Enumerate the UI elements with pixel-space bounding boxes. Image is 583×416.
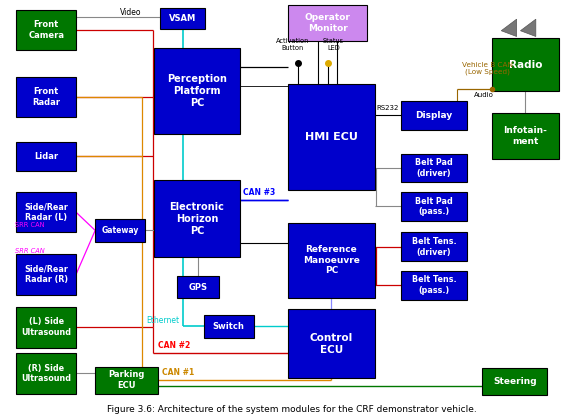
Bar [16, 192, 76, 232]
Text: Belt Pad
(pass.): Belt Pad (pass.) [415, 196, 453, 216]
Text: SRR CAN: SRR CAN [15, 222, 44, 228]
Text: Switch: Switch [213, 322, 244, 331]
Bar [177, 277, 219, 297]
Text: Control
ECU: Control ECU [310, 333, 353, 355]
Bar [288, 223, 374, 297]
Text: Front
Camera: Front Camera [28, 20, 64, 40]
Text: GPS: GPS [188, 282, 208, 292]
Text: Activation
Button: Activation Button [276, 38, 310, 51]
Bar [16, 77, 76, 117]
Text: RS232: RS232 [377, 105, 399, 111]
Text: Vehicle B CAN
(Low Speed): Vehicle B CAN (Low Speed) [462, 62, 513, 75]
Bar [16, 353, 76, 394]
Text: Status
LED: Status LED [323, 38, 344, 51]
Polygon shape [501, 19, 517, 37]
Bar [95, 367, 157, 394]
Text: (L) Side
Ultrasound: (L) Side Ultrasound [21, 317, 71, 337]
Bar [402, 192, 467, 221]
Text: Side/Rear
Radar (L): Side/Rear Radar (L) [24, 202, 68, 222]
Bar [16, 142, 76, 171]
Bar [288, 309, 374, 378]
Text: Belt Tens.
(pass.): Belt Tens. (pass.) [412, 275, 456, 295]
Bar [154, 181, 240, 257]
Text: Gateway: Gateway [101, 226, 139, 235]
Bar [16, 255, 76, 295]
Bar [203, 315, 254, 338]
Text: Belt Tens.
(driver): Belt Tens. (driver) [412, 237, 456, 257]
Bar [402, 154, 467, 182]
Bar [154, 48, 240, 134]
Bar [402, 271, 467, 300]
Text: (R) Side
Ultrasound: (R) Side Ultrasound [21, 364, 71, 383]
Text: CAN #2: CAN #2 [157, 342, 190, 350]
Bar [16, 307, 76, 347]
Text: Operator
Monitor: Operator Monitor [304, 13, 350, 33]
Bar [16, 10, 76, 50]
Bar [160, 7, 205, 29]
Text: Display: Display [416, 111, 452, 120]
Text: Lidar: Lidar [34, 152, 58, 161]
Text: VSAM: VSAM [169, 14, 196, 23]
Text: Ethernet: Ethernet [146, 316, 179, 324]
Text: CAN #3: CAN #3 [243, 188, 275, 197]
Text: Figure 3.6: Architecture of the system modules for the CRF demonstrator vehicle.: Figure 3.6: Architecture of the system m… [107, 405, 476, 414]
Text: Belt Pad
(driver): Belt Pad (driver) [415, 158, 453, 178]
Bar [95, 219, 145, 242]
Text: Radio: Radio [508, 60, 542, 70]
Bar [288, 84, 374, 190]
Polygon shape [521, 19, 536, 37]
Text: Front
Radar: Front Radar [32, 87, 60, 107]
Bar [402, 101, 467, 130]
Text: Parking
ECU: Parking ECU [108, 370, 145, 390]
Text: CAN #1: CAN #1 [163, 368, 195, 377]
Text: SRR CAN: SRR CAN [15, 248, 44, 255]
Bar [491, 113, 559, 159]
Text: Video: Video [120, 8, 142, 17]
Text: Steering: Steering [493, 376, 536, 386]
Text: Infotain-
ment: Infotain- ment [503, 126, 547, 146]
Text: Perception
Platform
PC: Perception Platform PC [167, 74, 227, 108]
Text: Reference
Manoeuvre
PC: Reference Manoeuvre PC [303, 245, 360, 275]
Text: Audio: Audio [475, 92, 494, 98]
Text: Electronic
Horizon
PC: Electronic Horizon PC [170, 202, 224, 236]
Bar [491, 38, 559, 91]
Bar [482, 368, 547, 394]
Text: Side/Rear
Radar (R): Side/Rear Radar (R) [24, 265, 68, 285]
Text: HMI ECU: HMI ECU [305, 132, 358, 142]
Bar [288, 5, 367, 41]
Bar [402, 232, 467, 261]
